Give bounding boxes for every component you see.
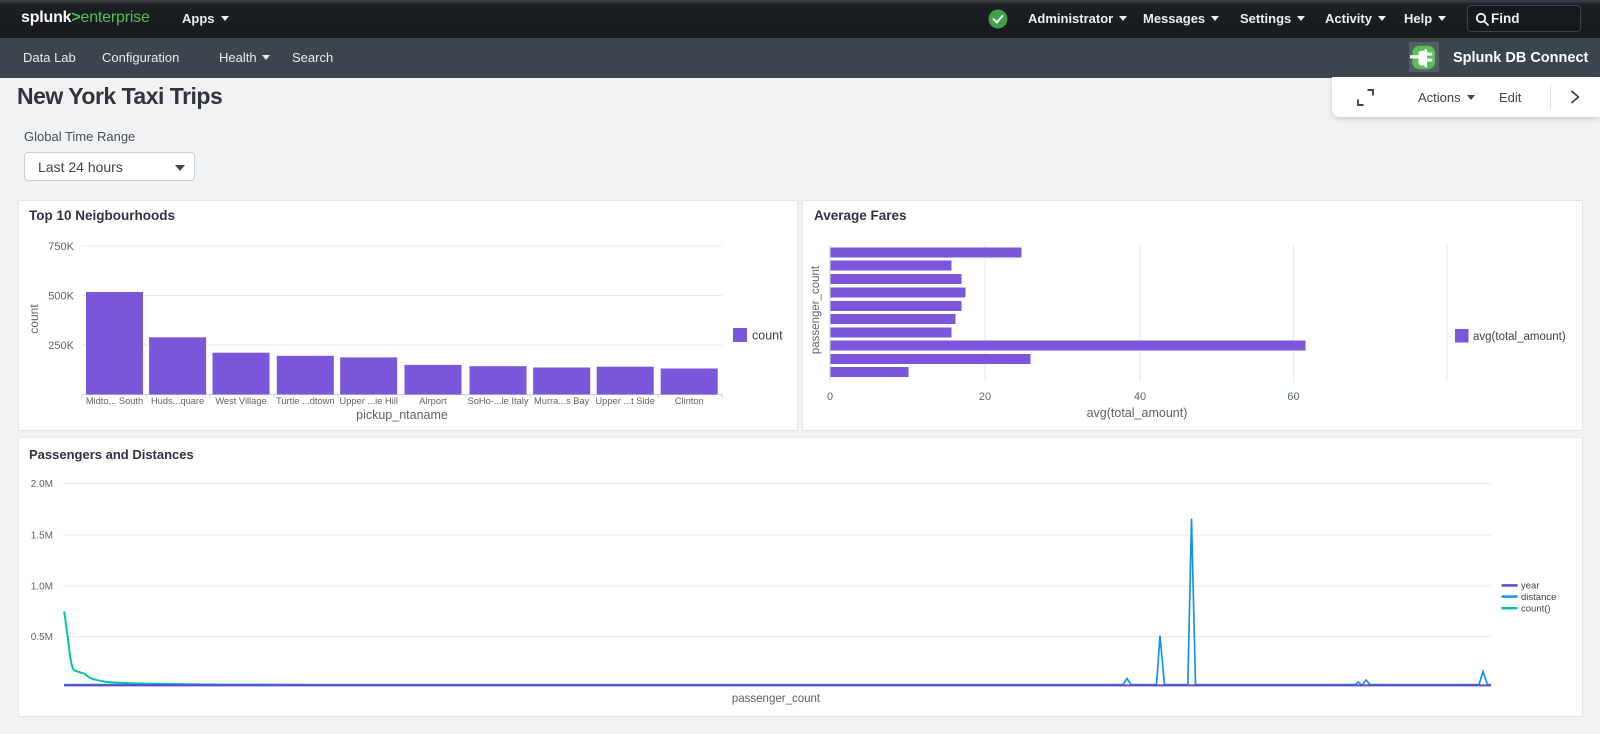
- svg-text:Top 10 Neigbourhoods: Top 10 Neigbourhoods: [29, 208, 175, 223]
- svg-text:SoHo-...le Italy: SoHo-...le Italy: [468, 396, 529, 406]
- svg-text:Huds...quare: Huds...quare: [151, 396, 204, 406]
- svg-text:0: 0: [827, 391, 833, 403]
- svg-text:500K: 500K: [48, 291, 74, 303]
- svg-text:West Village: West Village: [215, 396, 266, 406]
- svg-text:count: count: [27, 304, 41, 334]
- svg-text:Midto... South: Midto... South: [86, 396, 143, 406]
- svg-text:distance: distance: [1521, 592, 1556, 603]
- svg-text:pickup_ntaname: pickup_ntaname: [356, 408, 448, 422]
- svg-text:2.0M: 2.0M: [31, 479, 53, 490]
- svg-text:0.5M: 0.5M: [31, 632, 53, 643]
- svg-text:Airport: Airport: [419, 396, 447, 406]
- svg-text:Upper ...ie Hill: Upper ...ie Hill: [340, 396, 398, 406]
- svg-text:250K: 250K: [48, 340, 74, 352]
- svg-text:40: 40: [1134, 391, 1146, 403]
- svg-text:avg(total_amount): avg(total_amount): [1473, 331, 1566, 343]
- svg-text:Passengers and Distances: Passengers and Distances: [29, 447, 194, 462]
- svg-text:1.0M: 1.0M: [31, 582, 53, 593]
- svg-text:750K: 750K: [48, 241, 74, 253]
- svg-text:passenger_count: passenger_count: [732, 693, 821, 705]
- svg-text:avg(total_amount): avg(total_amount): [1087, 406, 1188, 420]
- svg-text:Clinton: Clinton: [675, 396, 704, 406]
- svg-text:60: 60: [1287, 391, 1299, 403]
- svg-text:Turtle ...dtown: Turtle ...dtown: [276, 396, 335, 406]
- svg-text:Average Fares: Average Fares: [814, 208, 907, 223]
- svg-text:year: year: [1521, 581, 1539, 592]
- svg-text:20: 20: [979, 391, 991, 403]
- svg-text:count(): count(): [1521, 603, 1551, 614]
- svg-text:passenger_count: passenger_count: [810, 265, 822, 354]
- svg-text:count: count: [752, 329, 783, 343]
- svg-text:1.5M: 1.5M: [31, 531, 53, 542]
- svg-text:Murra...s Bay: Murra...s Bay: [534, 396, 590, 406]
- svg-text:Upper ...t Side: Upper ...t Side: [595, 396, 654, 406]
